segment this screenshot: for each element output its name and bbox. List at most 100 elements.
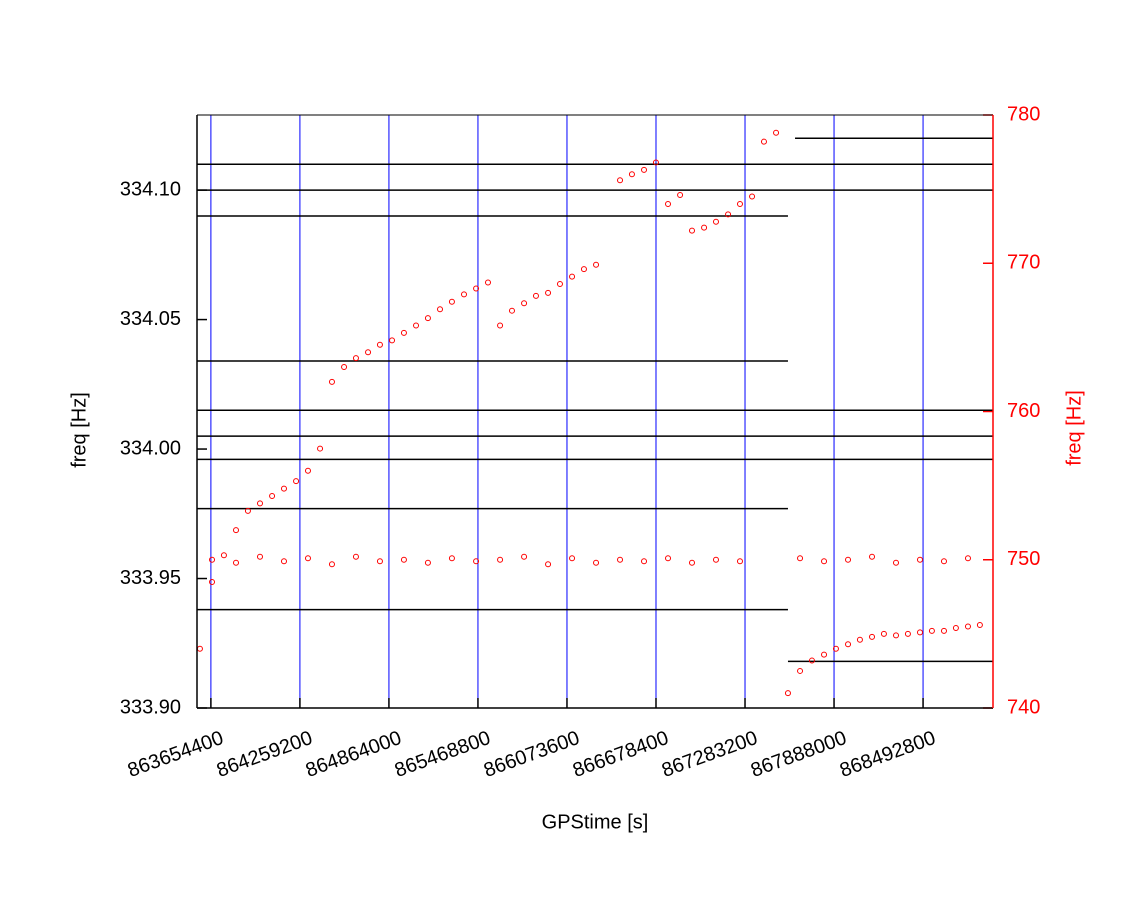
y-tick-label: 334.10 — [120, 178, 181, 200]
point — [712, 218, 719, 225]
point — [845, 641, 852, 648]
point — [821, 651, 828, 658]
point — [784, 690, 791, 697]
x-axis-label: GPStime [s] — [542, 811, 649, 833]
point — [256, 500, 263, 507]
point — [773, 129, 780, 136]
point — [869, 633, 876, 640]
point — [545, 289, 552, 296]
point — [832, 645, 839, 652]
point — [209, 578, 216, 585]
point — [484, 279, 491, 286]
point — [797, 667, 804, 674]
point — [821, 558, 828, 565]
point — [904, 630, 911, 637]
point — [508, 307, 515, 314]
point — [916, 556, 923, 563]
y2-tick-label: 740 — [1007, 696, 1040, 718]
point — [641, 558, 648, 565]
y2-axis-label: freq [Hz] — [1063, 390, 1085, 466]
point — [304, 467, 311, 474]
point — [880, 630, 887, 637]
point — [569, 273, 576, 280]
point — [688, 559, 695, 566]
point — [448, 298, 455, 305]
point — [424, 315, 431, 322]
point — [280, 485, 287, 492]
point — [293, 478, 300, 485]
point — [856, 636, 863, 643]
point — [352, 553, 359, 560]
y2-tick-label: 770 — [1007, 252, 1040, 274]
point — [233, 559, 240, 566]
point — [365, 349, 372, 356]
point — [641, 166, 648, 173]
y-tick-label: 333.90 — [120, 696, 181, 718]
point — [569, 555, 576, 562]
point — [328, 378, 335, 385]
point — [389, 337, 396, 344]
point — [808, 657, 815, 664]
point — [940, 558, 947, 565]
point — [665, 200, 672, 207]
point — [521, 553, 528, 560]
point — [521, 300, 528, 307]
point — [328, 561, 335, 568]
point — [220, 552, 227, 559]
point — [497, 556, 504, 563]
point — [797, 555, 804, 562]
y-tick-label: 334.05 — [120, 308, 181, 330]
point — [473, 558, 480, 565]
point — [893, 559, 900, 566]
point — [437, 306, 444, 313]
y2-tick-label: 780 — [1007, 103, 1040, 125]
point — [928, 627, 935, 634]
point — [256, 553, 263, 560]
point — [940, 627, 947, 634]
point — [580, 266, 587, 273]
point — [497, 322, 504, 329]
y-tick-label: 333.95 — [120, 567, 181, 589]
point — [964, 555, 971, 562]
point — [244, 507, 251, 514]
point — [652, 159, 659, 166]
point — [461, 291, 468, 298]
point — [352, 355, 359, 362]
y2-tick-label: 760 — [1007, 400, 1040, 422]
point — [341, 364, 348, 371]
point — [736, 200, 743, 207]
point — [845, 556, 852, 563]
point — [400, 329, 407, 336]
point — [617, 556, 624, 563]
point — [869, 553, 876, 560]
point — [473, 285, 480, 292]
point — [749, 193, 756, 200]
point — [952, 624, 959, 631]
point — [701, 224, 708, 231]
point — [400, 556, 407, 563]
point — [617, 177, 624, 184]
point — [545, 561, 552, 568]
point — [628, 171, 635, 178]
y-axis-label: freq [Hz] — [68, 392, 90, 468]
point — [712, 556, 719, 563]
point — [976, 621, 983, 628]
y2-tick-label: 750 — [1007, 548, 1040, 570]
point — [556, 281, 563, 288]
point — [964, 623, 971, 630]
point — [448, 555, 455, 562]
point — [376, 558, 383, 565]
point — [760, 138, 767, 145]
point — [593, 261, 600, 268]
point — [532, 292, 539, 299]
point — [233, 527, 240, 534]
point — [413, 322, 420, 329]
point — [893, 632, 900, 639]
y-tick-label: 334.00 — [120, 437, 181, 459]
point — [209, 556, 216, 563]
point — [593, 559, 600, 566]
point — [677, 192, 684, 199]
point — [280, 558, 287, 565]
